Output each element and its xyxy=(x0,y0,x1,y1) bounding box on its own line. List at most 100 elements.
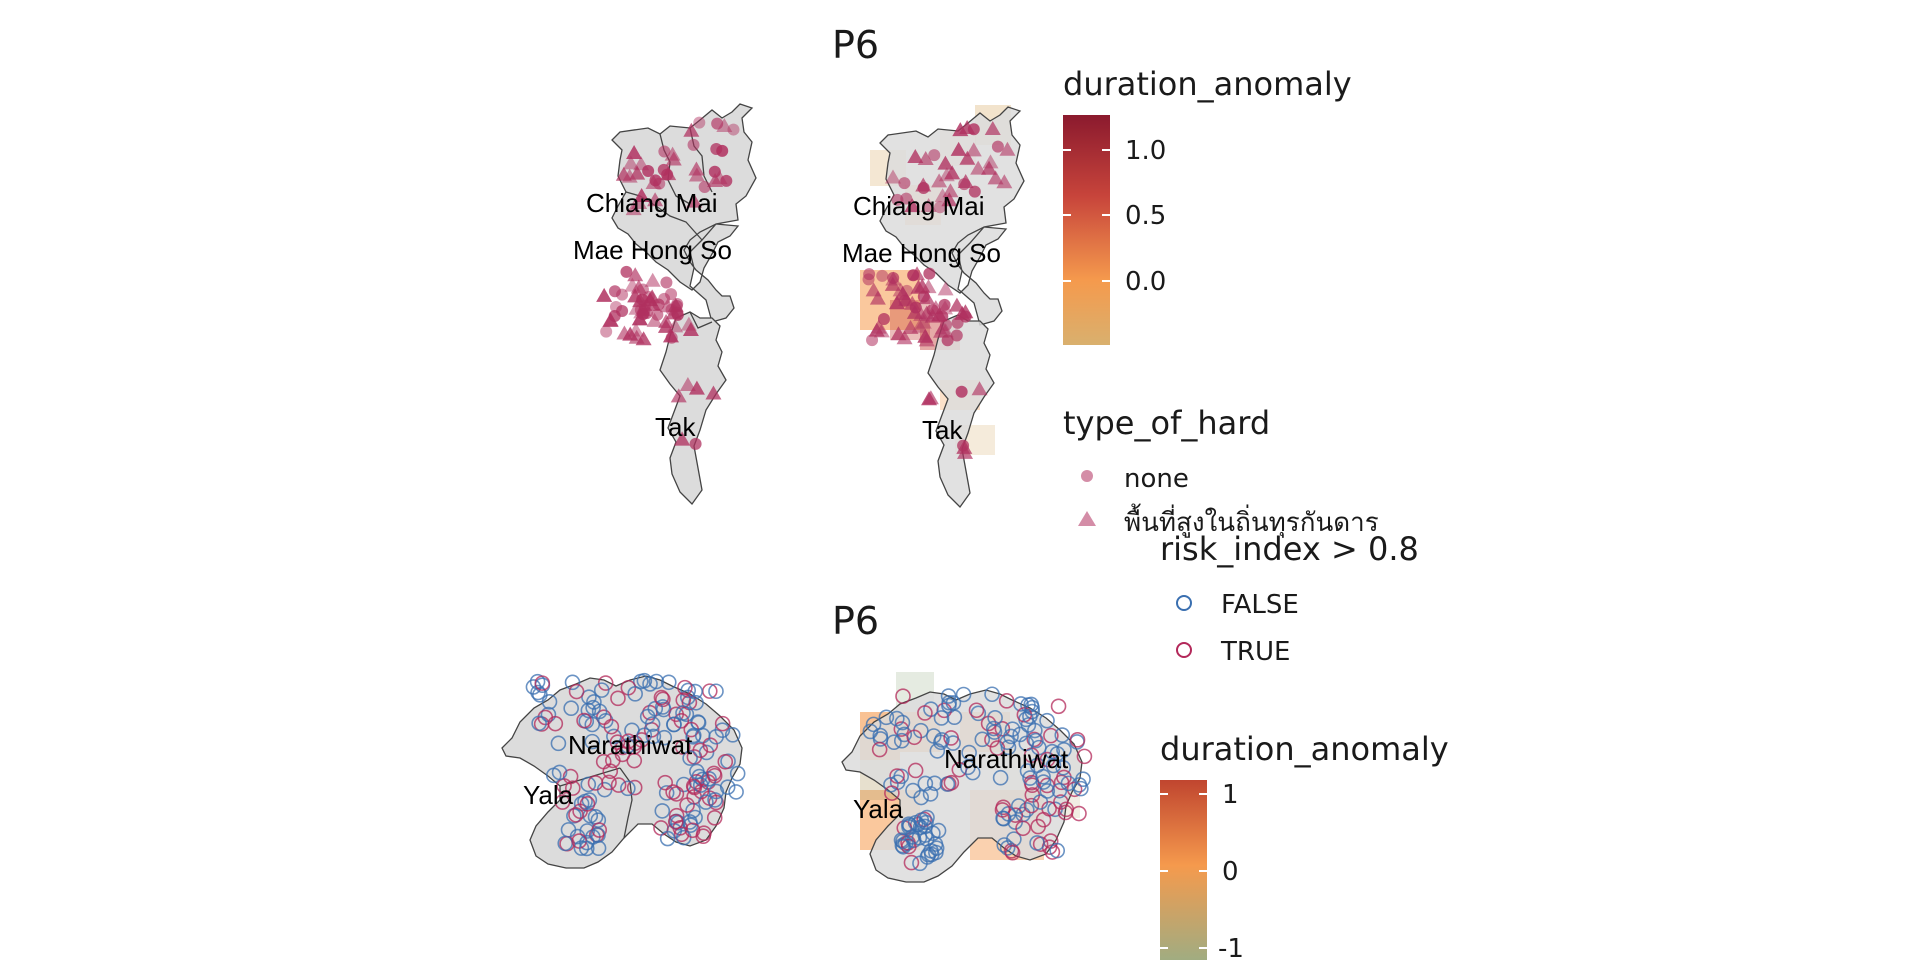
risk-ring-marker xyxy=(1043,727,1059,744)
bottom-right-markers xyxy=(862,686,1093,872)
triangle-marker xyxy=(682,322,699,337)
risk-ring-marker xyxy=(729,765,746,782)
top-colorbar-tick-2: 0.5 xyxy=(1125,201,1166,231)
triangle-marker xyxy=(624,277,641,292)
risk-ring-marker xyxy=(666,716,682,733)
risk-ring-marker xyxy=(657,774,674,791)
top-panel-title: P6 xyxy=(832,23,879,67)
risk-ring-marker xyxy=(698,744,715,761)
risk-ring-marker xyxy=(610,690,626,707)
risk-ring-marker xyxy=(724,727,741,743)
risk-ring-marker xyxy=(984,731,1000,748)
circle-marker xyxy=(727,123,740,136)
risk-ring-marker xyxy=(992,769,1009,786)
triangle-marker xyxy=(959,150,976,165)
triangle-marker xyxy=(660,166,677,181)
risk-ring-marker xyxy=(955,686,972,703)
risk-ring-marker xyxy=(886,734,902,751)
risk-ring-marker xyxy=(687,683,703,700)
circle-marker xyxy=(708,165,721,178)
triangle-marker xyxy=(869,290,886,305)
triangle-marker xyxy=(679,377,696,392)
risk-ring-marker xyxy=(1023,797,1040,814)
triangle-marker xyxy=(984,121,1001,136)
risk-ring-marker xyxy=(579,823,596,839)
triangle-marker xyxy=(647,192,664,207)
triangle-marker xyxy=(987,170,1004,185)
triangle-marker xyxy=(921,391,938,406)
risk-ring-marker xyxy=(1022,708,1038,725)
triangle-marker xyxy=(942,183,959,198)
circle-marker xyxy=(923,267,936,280)
top-color-legend: duration_anomaly 1.0 0.5 0.0 xyxy=(1063,65,1352,345)
triangle-marker xyxy=(884,169,901,184)
place-label-yala-right: Yala xyxy=(853,794,904,824)
risk-ring-marker xyxy=(930,822,947,839)
risk-ring-marker xyxy=(717,753,734,770)
triangle-marker xyxy=(907,148,924,163)
circle-marker xyxy=(665,288,678,301)
risk-ring-marker xyxy=(893,768,910,785)
triangle-marker xyxy=(904,198,921,213)
risk-ring-marker xyxy=(934,732,950,748)
triangle-marker xyxy=(950,141,967,156)
circle-marker xyxy=(658,145,671,158)
shape-legend-title: type_of_hard xyxy=(1063,404,1270,442)
circle-marker xyxy=(665,331,678,344)
risk-ring-marker xyxy=(654,803,671,819)
risk-ring-marker xyxy=(550,735,567,752)
top-right-map: Chiang Mai Mae Hong So Tak xyxy=(842,105,1025,509)
risk-ring-marker xyxy=(1029,835,1045,851)
risk-ring-marker xyxy=(1051,782,1068,799)
circle-marker xyxy=(620,265,633,278)
top-right-markers xyxy=(862,120,1016,459)
circle-marker xyxy=(660,276,673,289)
triangle-marker xyxy=(982,154,999,169)
risk-ring-marker xyxy=(961,744,977,761)
triangle-marker xyxy=(632,311,649,326)
risk-ring-marker xyxy=(1054,727,1071,743)
risk-ring-marker xyxy=(685,802,701,819)
risk-ring-marker xyxy=(1018,735,1035,752)
risk-ring-marker xyxy=(684,822,701,839)
risk-ring-marker xyxy=(668,786,685,802)
circle-marker xyxy=(941,334,954,347)
risk-ring-marker xyxy=(656,729,673,746)
triangle-marker xyxy=(959,120,976,135)
risk-ring-marker xyxy=(685,727,702,744)
triangle-marker xyxy=(948,297,965,312)
risk-ring-marker xyxy=(530,684,546,701)
risk-ring-marker xyxy=(919,809,935,826)
risk-ring-marker xyxy=(580,776,597,793)
legend-open-circle-blue-icon xyxy=(1176,595,1192,611)
risk-ring-marker xyxy=(590,827,606,844)
triangle-marker xyxy=(981,160,998,175)
circle-marker xyxy=(991,140,1004,153)
circle-marker xyxy=(671,308,684,321)
risk-ring-marker xyxy=(974,731,991,748)
risk-ring-marker xyxy=(1035,774,1052,790)
triangle-marker xyxy=(633,187,650,202)
circle-marker xyxy=(951,316,964,329)
risk-ring-marker xyxy=(576,712,592,729)
risk-ring-marker xyxy=(568,807,584,823)
triangle-marker xyxy=(909,266,926,281)
circle-marker xyxy=(693,116,706,129)
risk-ring-marker xyxy=(1055,759,1071,776)
risk-ring-marker xyxy=(578,840,595,857)
risk-ring-marker xyxy=(984,686,1000,703)
risk-ring-marker xyxy=(685,778,702,794)
risk-ring-marker xyxy=(943,730,959,746)
risk-ring-marker xyxy=(719,779,736,795)
risk-ring-marker xyxy=(659,830,676,847)
risk-ring-marker xyxy=(698,794,714,810)
triangle-marker xyxy=(896,330,913,345)
risk-ring-marker xyxy=(933,710,950,726)
triangle-marker xyxy=(711,170,728,185)
bottom-colorbar-tick-3: -1 xyxy=(1218,934,1244,960)
triangle-marker xyxy=(941,192,958,207)
circle-marker xyxy=(938,298,951,311)
risk-legend-title: risk_index > 0.8 xyxy=(1160,530,1419,568)
risk-ring-marker xyxy=(943,774,960,791)
